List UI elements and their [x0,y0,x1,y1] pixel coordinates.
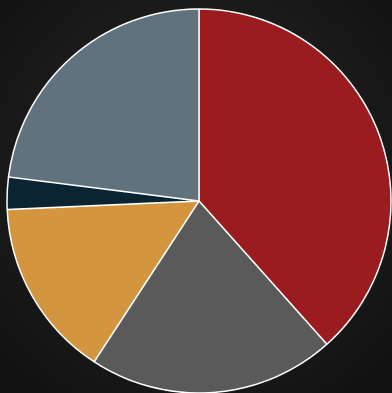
pie-slice [6,200,200,363]
pie-slice [93,200,328,393]
pie [6,8,392,393]
pie-slice [7,8,200,202]
pie-slice [198,8,392,345]
